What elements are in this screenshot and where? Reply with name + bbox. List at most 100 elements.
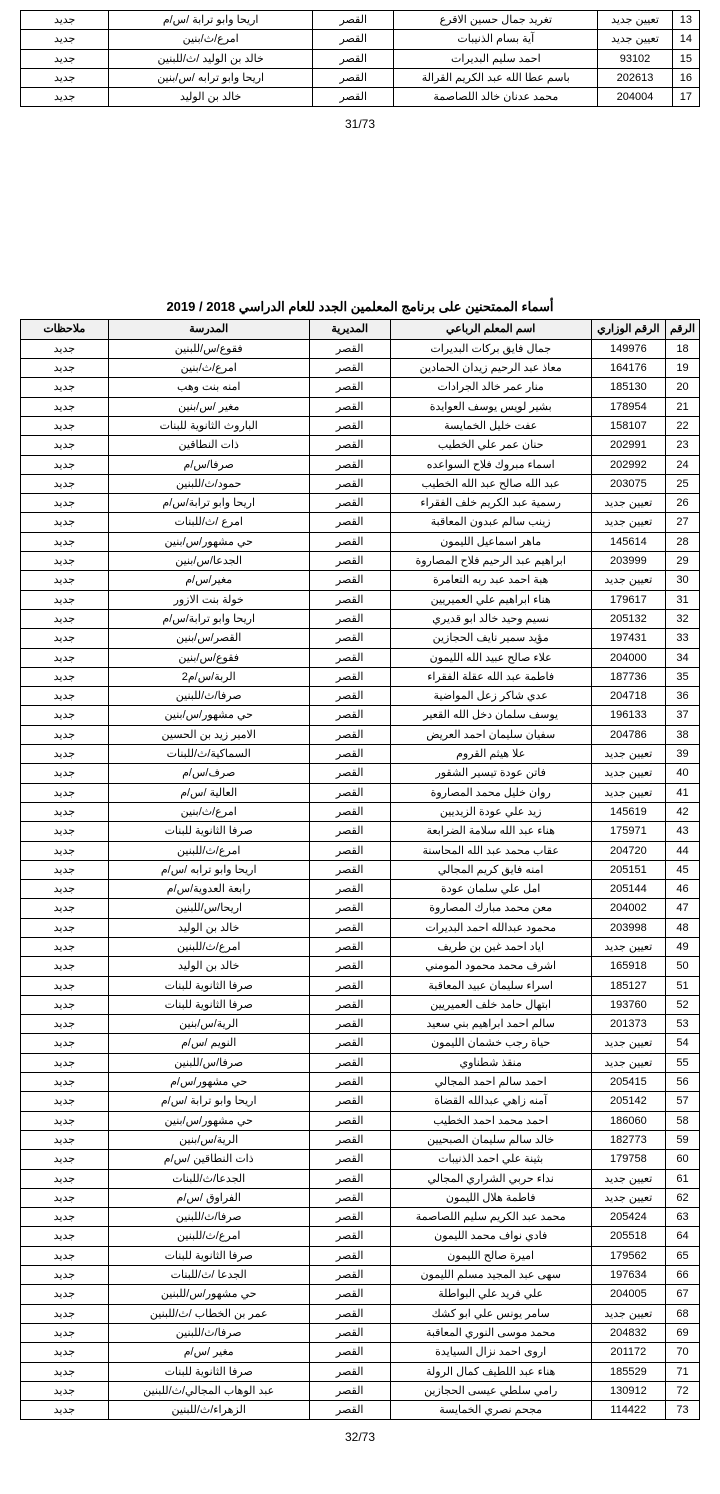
cell: جديد xyxy=(21,1323,109,1342)
cell: تعيين جديد xyxy=(598,30,673,49)
table-row: 14تعيين جديدآية بسام الذنيباتالقصرامرع/ث… xyxy=(21,30,700,49)
table-row: 1593102احمد سليم البديراتالقصرخالد بن ال… xyxy=(21,49,700,68)
cell: تعيين جديد xyxy=(591,1169,665,1188)
cell: حمود/ث/للبنين xyxy=(108,474,309,493)
cell: القصر xyxy=(313,49,394,68)
cell: القصر xyxy=(309,1150,390,1169)
cell: فاتن عودة تيسير الشقور xyxy=(390,764,591,783)
table-row: 13تعيين جديدتغريد جمال حسين الاقرعالقصرا… xyxy=(21,11,700,30)
cell: صرفا/ث/للبنين xyxy=(108,1208,309,1227)
table-row: 26تعيين جديدرسمية عبد الكريم خلف الفقراء… xyxy=(21,494,700,513)
cell: ماهر اسماعيل الليمون xyxy=(390,532,591,551)
cell: الجدعا /ث/للبنات xyxy=(108,1266,309,1285)
cell: تعيين جديد xyxy=(591,1034,665,1053)
cell: معن محمد مبارك المصاروة xyxy=(390,899,591,918)
cell: 61 xyxy=(665,1169,699,1188)
cell: صرفا الثانوية للبنات xyxy=(108,822,309,841)
cell: نداء حربي الشراري المجالي xyxy=(390,1169,591,1188)
cell: 93102 xyxy=(598,49,673,68)
cell: حياة رجب خشمان الليمون xyxy=(390,1034,591,1053)
cell: جديد xyxy=(21,68,109,87)
header-row: الرقم الرقم الوزاري اسم المعلم الرباعي ا… xyxy=(21,320,700,339)
cell: القصر xyxy=(309,1208,390,1227)
cell: 205142 xyxy=(591,1092,665,1111)
cell: صرفا الثانوية للبنات xyxy=(108,995,309,1014)
cell: روان خليل محمد المصاروة xyxy=(390,783,591,802)
cell: 39 xyxy=(665,745,699,764)
cell: 47 xyxy=(665,899,699,918)
cell: محمد عدنان خالد اللصاصمة xyxy=(394,88,598,107)
cell: 204000 xyxy=(591,648,665,667)
table-row: 41تعيين جديدروان خليل محمد المصاروةالقصر… xyxy=(21,783,700,802)
table-row: 60179758بثينة علي احمد الذنيباتالقصرذات … xyxy=(21,1150,700,1169)
cell: 149976 xyxy=(591,339,665,358)
cell: الربة/س/م2 xyxy=(108,667,309,686)
cell: الجدعا/س/بنين xyxy=(108,552,309,571)
cell: الزهراء/ث/للبنين xyxy=(108,1401,309,1420)
cell: 203075 xyxy=(591,474,665,493)
cell: 45 xyxy=(665,860,699,879)
table-row: 30تعيين جديدهبة احمد عبد ربه التعامرةالق… xyxy=(21,571,700,590)
cell: جديد xyxy=(21,648,109,667)
cell: جديد xyxy=(21,30,109,49)
cell: القصر xyxy=(309,648,390,667)
cell: القصر xyxy=(309,687,390,706)
cell: القصر xyxy=(309,802,390,821)
cell: اريحا وابو ترابة/س/م xyxy=(108,609,309,628)
cell: 30 xyxy=(665,571,699,590)
cell: القصر xyxy=(309,1073,390,1092)
cell: 201172 xyxy=(591,1343,665,1362)
cell: القصر xyxy=(309,860,390,879)
cell: القصر xyxy=(309,532,390,551)
cell: 41 xyxy=(665,783,699,802)
cell: القصر xyxy=(309,745,390,764)
cell: اروى احمد نزال السيايدة xyxy=(390,1343,591,1362)
cell: رامي سلطي عيسى الحجازين xyxy=(390,1381,591,1400)
cell: جديد xyxy=(21,1343,109,1362)
cell: علي فريد علي البواطلة xyxy=(390,1285,591,1304)
cell: منار عمر خالد الجرادات xyxy=(390,378,591,397)
cell: القصر xyxy=(309,629,390,648)
cell: امرع/ث/للبنين xyxy=(108,1227,309,1246)
cell: القصر xyxy=(309,976,390,995)
cell: 197634 xyxy=(591,1266,665,1285)
cell: القصر xyxy=(309,552,390,571)
cell: اميرة صالح الليمون xyxy=(390,1246,591,1265)
cell: صرفا/س/م xyxy=(108,455,309,474)
cell: 36 xyxy=(665,687,699,706)
cell: القصر xyxy=(313,30,394,49)
cell: 25 xyxy=(665,474,699,493)
cell: القصر xyxy=(309,880,390,899)
cell: تعيين جديد xyxy=(591,1188,665,1207)
cell: جديد xyxy=(21,436,109,455)
cell: 19 xyxy=(665,359,699,378)
cell: 205415 xyxy=(591,1073,665,1092)
cell: القصر xyxy=(309,1266,390,1285)
cell: جديد xyxy=(21,1111,109,1130)
cell: 68 xyxy=(665,1304,699,1323)
top-partial-table: 13تعيين جديدتغريد جمال حسين الاقرعالقصرا… xyxy=(20,10,700,107)
cell: 66 xyxy=(665,1266,699,1285)
cell: 179758 xyxy=(591,1150,665,1169)
table-row: 47204002معن محمد مبارك المصاروةالقصراريح… xyxy=(21,899,700,918)
cell: 165918 xyxy=(591,957,665,976)
cell: 179562 xyxy=(591,1246,665,1265)
cell: جديد xyxy=(21,1053,109,1072)
cell: تغريد جمال حسين الاقرع xyxy=(394,11,598,30)
cell: 62 xyxy=(665,1188,699,1207)
cell: جديد xyxy=(21,1227,109,1246)
cell: جديد xyxy=(21,1285,109,1304)
table-row: 38204786سفيان سليمان احمد العريضالقصرالا… xyxy=(21,725,700,744)
cell: القصر xyxy=(309,1304,390,1323)
cell: 205144 xyxy=(591,880,665,899)
cell: القصر xyxy=(309,725,390,744)
cell: 33 xyxy=(665,629,699,648)
cell: 65 xyxy=(665,1246,699,1265)
cell: هناء عبد اللطيف كمال الرولة xyxy=(390,1362,591,1381)
cell: الرية/س/بنين xyxy=(108,1015,309,1034)
cell: الامير زيد بن الحسين xyxy=(108,725,309,744)
cell: 48 xyxy=(665,918,699,937)
cell: منقذ شطناوي xyxy=(390,1053,591,1072)
cell: خالد بن الوليد xyxy=(108,918,309,937)
cell: امرع /ث/للبنات xyxy=(108,513,309,532)
